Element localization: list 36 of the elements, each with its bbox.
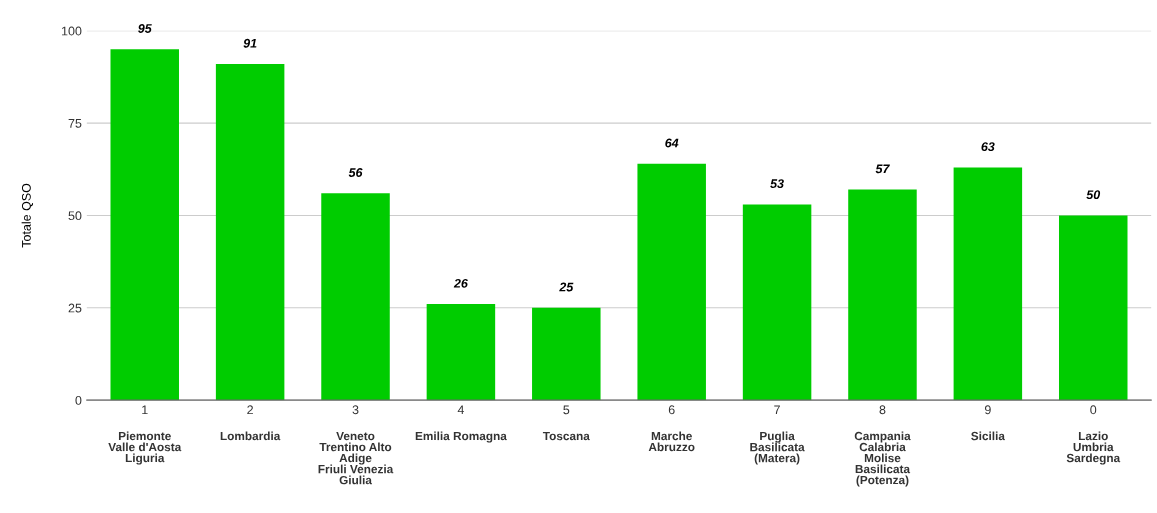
bar xyxy=(532,307,601,401)
category-label: 2 Lombardia xyxy=(220,405,281,441)
data-label: 95 xyxy=(138,24,152,33)
data-label: 53 xyxy=(770,179,784,189)
bar xyxy=(110,49,179,401)
category-label: 0 Lazio Umbria Sardegna xyxy=(1066,405,1121,465)
data-label: 25 xyxy=(559,282,574,292)
bar xyxy=(1059,215,1128,401)
data-label: 63 xyxy=(981,142,995,152)
bar xyxy=(953,167,1023,401)
y-tick-label: 0 xyxy=(75,395,82,405)
category-label: 5 Toscana xyxy=(542,405,590,441)
data-label: 64 xyxy=(665,138,679,148)
bar xyxy=(848,189,917,401)
data-label: 57 xyxy=(875,164,890,174)
category-label: 4 Emilia Romagna xyxy=(415,405,507,443)
y-tick-label: 100 xyxy=(62,26,82,36)
category-label: 7 Puglia Basilicata (Matera) xyxy=(750,405,805,465)
bar xyxy=(321,193,390,401)
category-label: 3 Veneto Trentino Alto Adige Friuli Venezia Giulia xyxy=(318,405,394,485)
bar xyxy=(426,304,496,401)
category-label: 1 Piemonte Valle d'Aosta Liguria xyxy=(108,405,182,465)
bar xyxy=(637,163,706,401)
data-label: 91 xyxy=(243,38,257,48)
y-tick-label: 50 xyxy=(68,211,82,221)
y-axis-title: Totale QSO xyxy=(21,183,34,248)
category-label: 6 Marche Abruzzo xyxy=(648,405,695,452)
bar xyxy=(742,204,812,401)
category-label: 9 Sicilia xyxy=(971,405,1005,441)
y-tick-label: 75 xyxy=(68,119,82,128)
data-label: 56 xyxy=(348,168,363,177)
data-label: 50 xyxy=(1086,190,1101,200)
y-tick-label: 25 xyxy=(68,303,82,313)
data-label: 26 xyxy=(453,278,468,288)
category-label: 8 Campania Calabria Molise Basilicata (Potenza) xyxy=(854,405,911,487)
bar xyxy=(215,64,285,401)
